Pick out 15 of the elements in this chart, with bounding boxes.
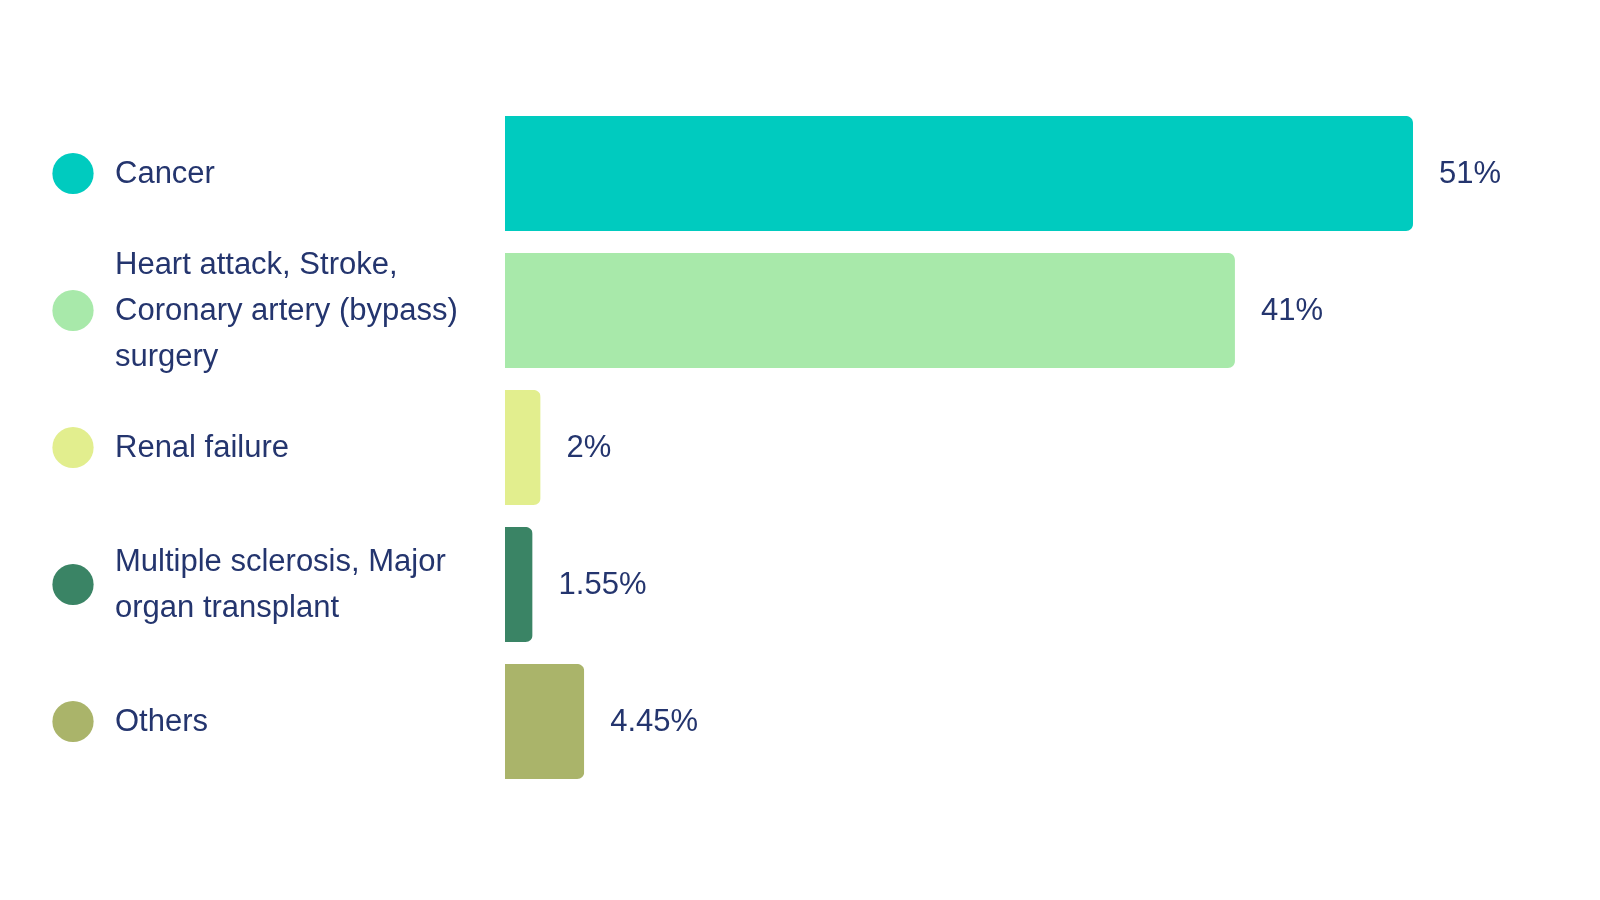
bar xyxy=(505,526,533,643)
y-tick-label: Multiple sclerosis, Major organ transplant xyxy=(115,542,446,624)
bar xyxy=(505,663,585,780)
y-tick-label: Heart attack, Stroke, Coronary artery (bypass) surgery xyxy=(115,245,458,373)
bar xyxy=(505,115,1413,232)
data-label: 2% xyxy=(566,428,612,464)
data-label: 51% xyxy=(1439,154,1502,190)
data-label: 1.55% xyxy=(558,565,647,601)
y-tick-label: Renal failure xyxy=(115,428,290,464)
data-label: 4.45% xyxy=(610,702,699,738)
data-label: 41% xyxy=(1260,291,1324,327)
bar xyxy=(505,389,541,506)
y-tick-label: Cancer xyxy=(115,154,215,190)
y-tick-label: Others xyxy=(115,702,209,738)
bar xyxy=(505,252,1235,369)
